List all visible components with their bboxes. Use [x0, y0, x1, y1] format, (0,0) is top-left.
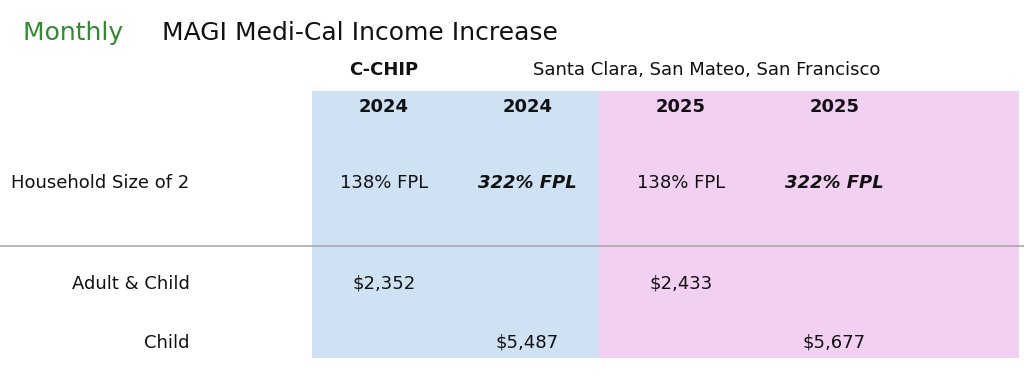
Text: $2,352: $2,352	[352, 275, 416, 293]
Text: 2025: 2025	[810, 98, 859, 116]
Text: Child: Child	[144, 334, 189, 352]
Bar	[599, 91, 1019, 358]
Text: Adult & Child: Adult & Child	[72, 275, 189, 293]
Text: C-CHIP: C-CHIP	[349, 61, 419, 79]
Text: 322% FPL: 322% FPL	[785, 174, 884, 192]
Text: $5,487: $5,487	[496, 334, 559, 352]
Text: $5,677: $5,677	[803, 334, 866, 352]
Text: 322% FPL: 322% FPL	[478, 174, 577, 192]
Text: 138% FPL: 138% FPL	[637, 174, 725, 192]
Text: Monthly: Monthly	[23, 21, 131, 45]
Text: 2024: 2024	[503, 98, 552, 116]
Text: MAGI Medi-Cal Income Increase: MAGI Medi-Cal Income Increase	[162, 21, 558, 45]
Bar	[312, 91, 599, 358]
Text: 138% FPL: 138% FPL	[340, 174, 428, 192]
Text: 2024: 2024	[359, 98, 409, 116]
Text: $2,433: $2,433	[649, 275, 713, 293]
Text: Household Size of 2: Household Size of 2	[11, 174, 189, 192]
Text: 2025: 2025	[656, 98, 706, 116]
Text: Santa Clara, San Mateo, San Francisco: Santa Clara, San Mateo, San Francisco	[532, 61, 881, 79]
